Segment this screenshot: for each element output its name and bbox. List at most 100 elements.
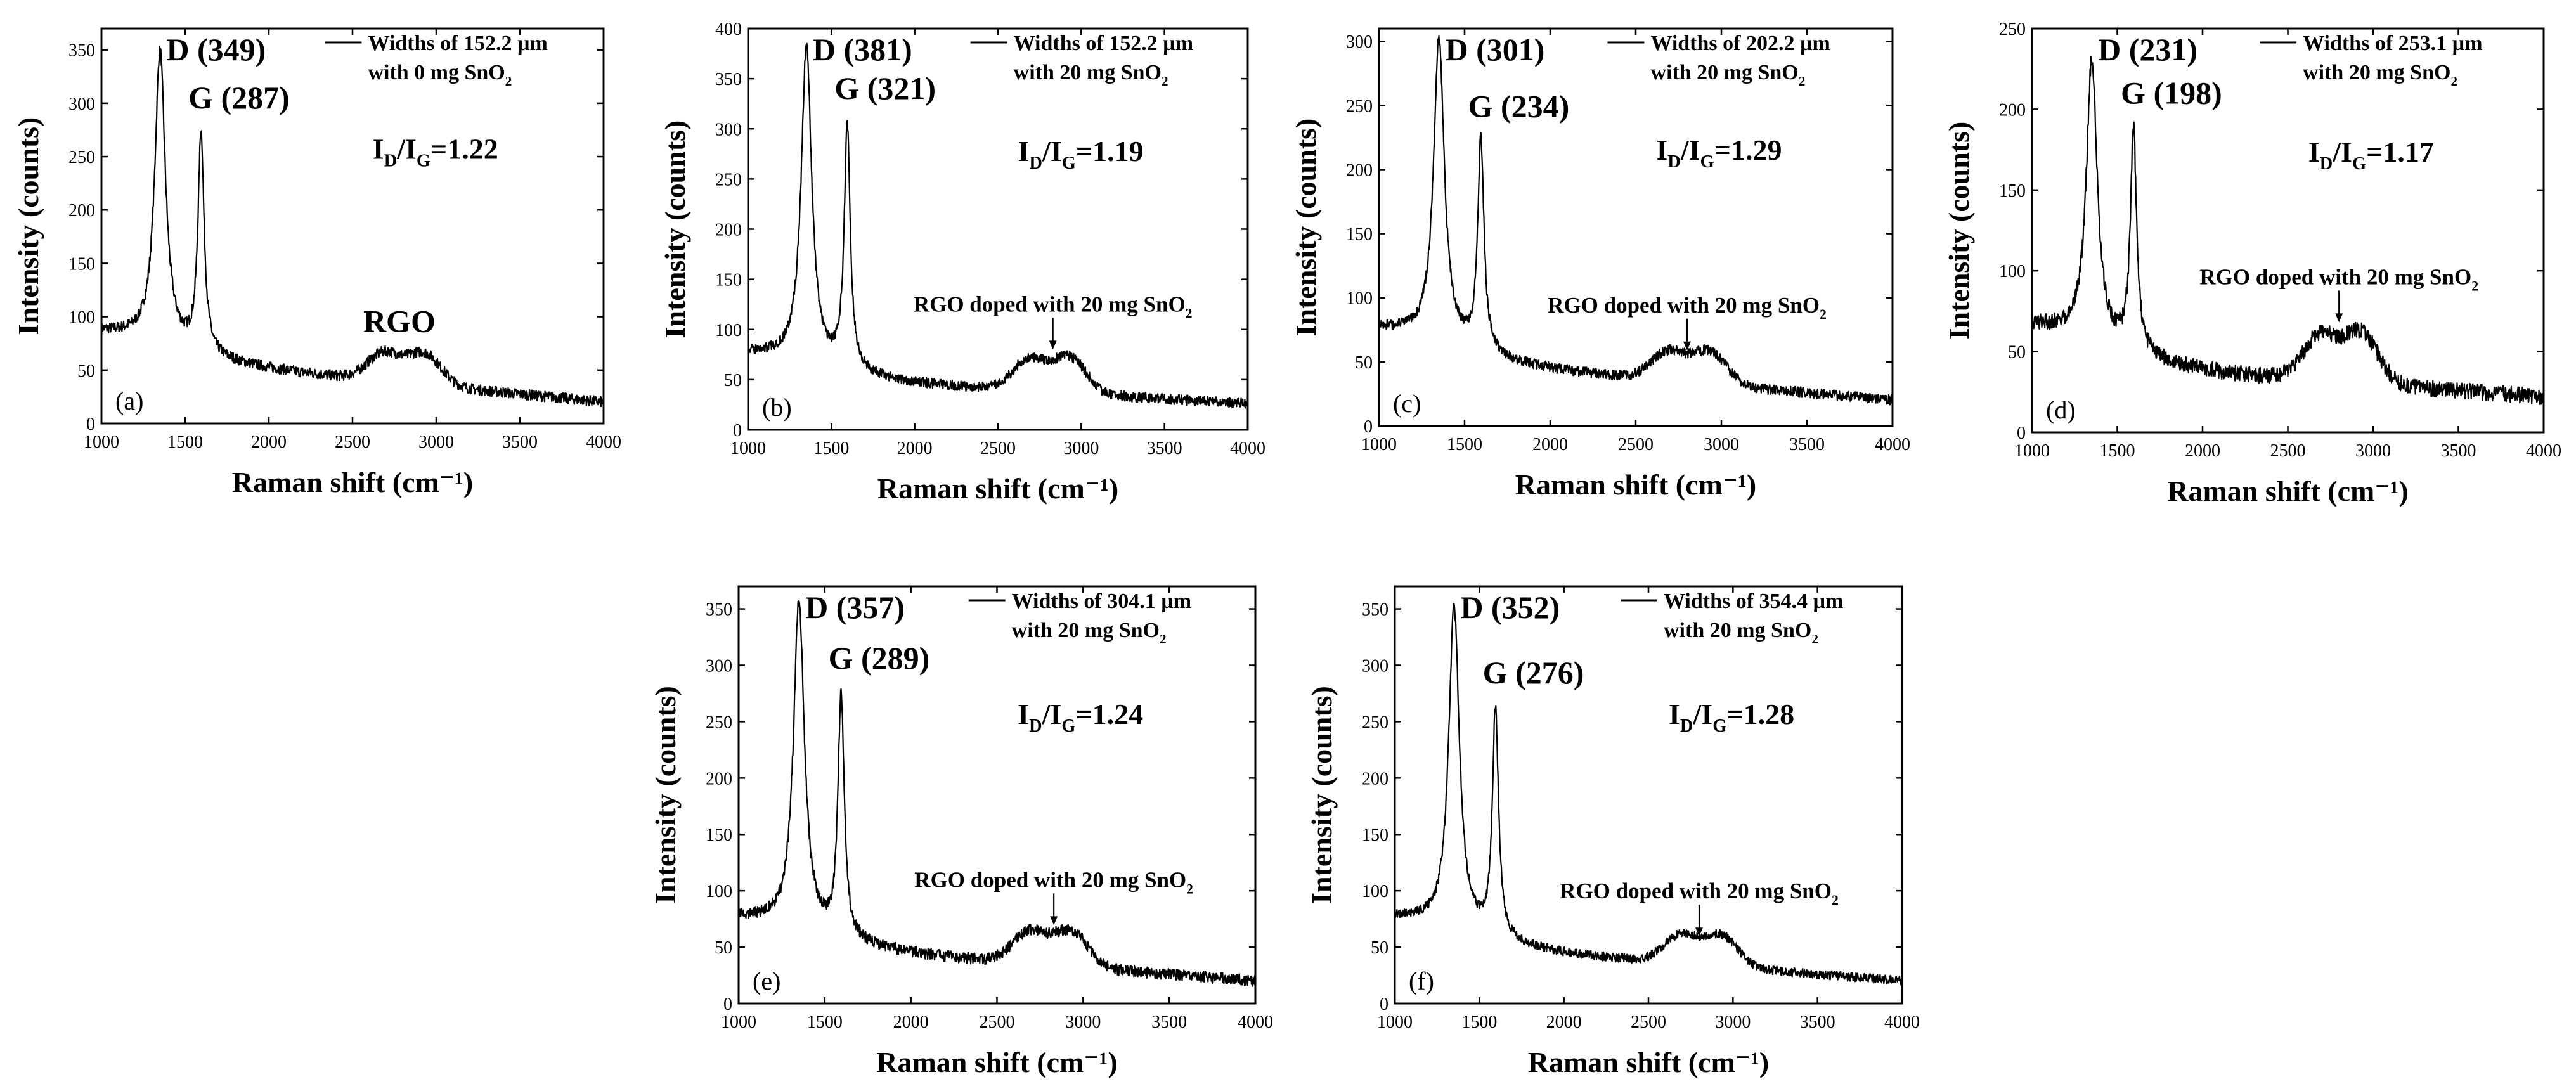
x-tick-label: 4000 [1238, 1012, 1273, 1032]
x-tick-label: 1500 [1461, 1012, 1497, 1032]
x-tick-label: 3500 [1147, 439, 1182, 458]
annotation-label: RGO [363, 304, 436, 339]
x-tick-label: 4000 [1875, 435, 1910, 455]
ratio-value: =1.24 [1075, 698, 1143, 730]
peak-label-d: D (381) [813, 32, 912, 67]
y-tick-label: 300 [1346, 32, 1373, 52]
y-tick-label: 150 [1999, 181, 2026, 201]
x-tick-label: 1000 [1361, 435, 1397, 455]
y-tick-label: 0 [723, 995, 732, 1014]
peak-label-g: G (276) [1483, 655, 1584, 690]
ratio-i: I [373, 133, 384, 165]
x-tick-label: 1000 [721, 1012, 756, 1032]
x-tick-label: 2000 [1532, 435, 1568, 455]
y-axis-title: Intensity (counts) [649, 686, 682, 904]
spectrum-line [100, 45, 605, 408]
plot-frame [1378, 27, 1894, 427]
y-tick-label: 250 [706, 713, 732, 732]
x-axis-title: Raman shift (cm⁻¹) [232, 466, 473, 498]
y-tick-label: 0 [733, 421, 742, 441]
peak-label-d: D (231) [2098, 32, 2197, 67]
x-tick-label: 3000 [1704, 435, 1739, 455]
x-tick-label: 2500 [980, 1012, 1015, 1032]
y-tick-label: 150 [1362, 825, 1388, 845]
annotation-subscript: 2 [1832, 893, 1839, 908]
y-tick-label: 50 [1355, 353, 1373, 373]
legend-text-line1: Widths of 202.2 µm [1650, 32, 1830, 55]
y-tick-label: 200 [706, 769, 732, 789]
y-tick-label: 150 [715, 271, 742, 290]
ratio-slash-i: /I [1042, 135, 1062, 167]
ratio-value: =1.19 [1076, 135, 1144, 167]
x-axis-title: Raman shift (cm⁻¹) [876, 1046, 1117, 1078]
y-tick-label: 150 [706, 825, 732, 845]
legend-text-main: with 0 mg SnO [368, 61, 505, 84]
panel-c: 1000 1500 2000 2500 3000 3500 4000 0 50 100 150 200… [1290, 27, 1910, 501]
y-tick-label: 150 [1346, 225, 1373, 245]
spectrum-line [1394, 603, 1903, 986]
legend-text-line1: Widths of 354.4 µm [1664, 590, 1843, 613]
panel-label: (a) [115, 387, 143, 415]
peak-label-d: D (357) [805, 590, 905, 625]
legend-text-subscript: 2 [1799, 74, 1806, 89]
y-tick-label: 200 [1346, 160, 1373, 180]
annotation-arrow-head [1695, 927, 1703, 937]
ratio-slash-i: /I [396, 133, 417, 165]
legend-text-subscript: 2 [1160, 631, 1167, 647]
x-tick-label: 3000 [1715, 1012, 1751, 1032]
id-ig-ratio: ID/IG=1.29 [1656, 134, 1782, 172]
legend-text-line2: with 20 mg SnO2 [1664, 619, 1818, 647]
annotation-arrow-head [1050, 916, 1058, 926]
annotation-label: RGO doped with 20 mg SnO2 [914, 292, 1193, 321]
x-tick-label: 2000 [1546, 1012, 1582, 1032]
ratio-sub-d: D [1680, 716, 1693, 736]
x-tick-label: 2500 [980, 439, 1016, 458]
y-axis-title: Intensity (counts) [1943, 122, 1975, 340]
peak-label-d: D (349) [166, 32, 266, 67]
legend-text-line1: Widths of 253.1 µm [2303, 32, 2482, 55]
plot-frame [100, 27, 605, 425]
panel-label: (f) [1409, 967, 1434, 995]
y-tick-label: 0 [1364, 417, 1373, 437]
legend-text-line2: with 20 mg SnO2 [1012, 619, 1167, 647]
ratio-sub-d: D [1029, 716, 1042, 736]
y-tick-label: 250 [1346, 96, 1373, 116]
panel-e: 1000 1500 2000 2500 3000 3500 4000 0 50 100 150 200… [649, 585, 1273, 1078]
ratio-sub-d: D [1667, 152, 1681, 172]
x-tick-label: 3500 [502, 432, 538, 452]
annotation-text: RGO doped with 20 mg SnO [1560, 879, 1832, 903]
annotation-text: RGO doped with 20 mg SnO [2199, 264, 2471, 289]
x-tick-label: 2000 [251, 432, 287, 452]
x-tick-label: 3000 [1065, 1012, 1101, 1032]
annotation-subscript: 2 [1186, 306, 1193, 321]
spectrum-line [747, 42, 1249, 409]
annotation-subscript: 2 [2471, 278, 2478, 294]
ratio-sub-g: G [1700, 152, 1714, 172]
x-tick-label: 3000 [2355, 441, 2391, 461]
x-tick-label: 1500 [807, 1012, 843, 1032]
y-tick-label: 300 [715, 120, 742, 139]
annotation-text: RGO doped with 20 mg SnO [914, 292, 1186, 316]
x-tick-label: 2500 [335, 432, 370, 452]
y-tick-label: 100 [1362, 882, 1388, 901]
x-tick-label: 2500 [2270, 441, 2306, 461]
x-tick-label: 1000 [2014, 441, 2050, 461]
x-tick-label: 2000 [893, 1012, 929, 1032]
x-tick-label: 1500 [2100, 441, 2135, 461]
y-tick-label: 200 [715, 221, 742, 240]
ratio-sub-d: D [2320, 154, 2333, 174]
x-axis-title: Raman shift (cm⁻¹) [1515, 468, 1756, 501]
ratio-slash-i: /I [2332, 136, 2352, 168]
plot-frame [747, 27, 1249, 431]
ratio-sub-g: G [2352, 154, 2366, 174]
y-tick-label: 50 [715, 938, 732, 958]
annotation-arrow-head [2335, 313, 2343, 323]
legend-text-line2: with 20 mg SnO2 [2303, 61, 2457, 89]
x-axis-title: Raman shift (cm⁻¹) [2167, 475, 2408, 507]
y-tick-label: 250 [715, 170, 742, 190]
peak-label-g: G (289) [829, 640, 930, 676]
ratio-value: =1.29 [1714, 134, 1782, 166]
annotation-subscript: 2 [1820, 307, 1827, 322]
x-axis-title: Raman shift (cm⁻¹) [877, 472, 1118, 505]
